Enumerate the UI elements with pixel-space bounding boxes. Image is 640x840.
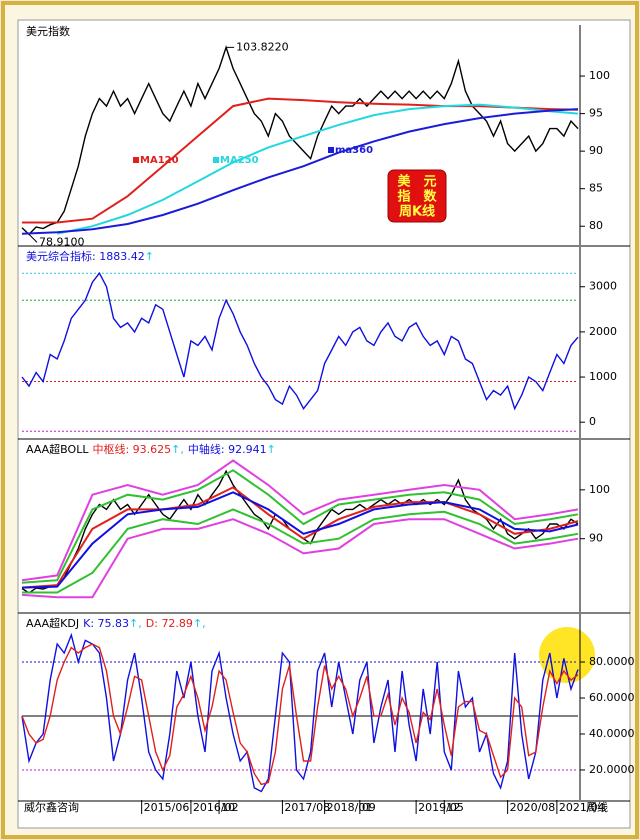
- legend-swatch: [133, 157, 139, 163]
- y-tick-label: 95: [589, 107, 603, 120]
- title-text: AAA超BOLL: [26, 442, 89, 456]
- watermark: 威尔鑫咨询: [24, 800, 79, 814]
- legend-label: MA250: [220, 155, 259, 166]
- y-tick-label: 40.0000: [589, 727, 635, 740]
- readout-arrow: ↑,: [193, 617, 206, 630]
- readout-arrow: ↑,: [129, 617, 142, 630]
- y-tick-label: 85: [589, 182, 603, 195]
- readout: D: 72.89: [146, 617, 193, 630]
- readout-arrow: ↑: [267, 443, 276, 456]
- series-line: [21, 491, 579, 589]
- y-tick-label: 80: [589, 219, 603, 232]
- x-tick-label: 2021/04: [559, 801, 605, 814]
- series-line: [21, 271, 579, 411]
- x-tick-label: 2020/08: [510, 801, 556, 814]
- period-label: 周线: [586, 800, 608, 814]
- x-tick-label: 2019/05: [418, 801, 464, 814]
- legend-label: MA120: [140, 155, 179, 166]
- series-line: [56, 103, 579, 235]
- x-tick-label: 2015/06: [144, 801, 190, 814]
- series-line: [21, 108, 579, 235]
- chart-title: 美元指数: [26, 24, 70, 38]
- x-tick-label: 09: [362, 801, 376, 814]
- x-tick-label: 2018/01: [327, 801, 373, 814]
- series-line: [21, 632, 579, 793]
- series-line: [21, 469, 579, 584]
- title-text: 美元综合指标: 1883.42: [26, 249, 145, 263]
- plot-background: [17, 19, 631, 829]
- title-arrow: ↑: [145, 250, 154, 263]
- annotation: 103.8220: [236, 40, 288, 53]
- series-line: [21, 643, 579, 786]
- legend-swatch: [213, 157, 219, 163]
- y-tick-label: 100: [589, 483, 610, 496]
- y-tick-label: 60.0000: [589, 691, 635, 704]
- y-tick-label: 20.0000: [589, 763, 635, 776]
- legend-swatch: [328, 147, 334, 153]
- readout: 中轴线: 92.941: [188, 442, 267, 456]
- x-tick-label: 12: [446, 801, 460, 814]
- y-tick-label: 90: [589, 144, 603, 157]
- stamp-line: 美 元: [397, 174, 436, 190]
- series-line: [21, 486, 579, 589]
- series-line: [21, 518, 579, 599]
- panel-title: AAA超KDJ K: 75.83↑, D: 72.89↑,: [26, 616, 206, 630]
- legend-label: ma360: [335, 145, 373, 156]
- annotation-leader: [28, 234, 38, 243]
- series-line: [21, 459, 579, 582]
- y-tick-label: 0: [589, 415, 596, 428]
- y-tick-label: 90: [589, 532, 603, 545]
- panel-title: AAA超BOLL 中枢线: 93.625↑, 中轴线: 92.941↑: [26, 442, 276, 456]
- stamp: [387, 169, 447, 223]
- y-tick-label: 2000: [589, 325, 617, 338]
- readout-arrow: ↑,: [171, 443, 184, 456]
- y-tick-label: 1000: [589, 370, 617, 383]
- stamp-line: 指 数: [397, 189, 437, 205]
- readout: 中枢线: 93.625: [92, 442, 171, 456]
- panel-title: 美元综合指标: 1883.42↑: [26, 249, 154, 263]
- x-tick-label: 10: [221, 801, 235, 814]
- x-tick-label: 2016/02: [193, 801, 239, 814]
- series-line: [21, 45, 579, 236]
- y-tick-label: 100: [589, 69, 610, 82]
- series-line: [22, 508, 579, 594]
- y-tick-label: 80.0000: [589, 655, 635, 668]
- stamp-line: 周K线: [399, 204, 435, 220]
- readout: K: 75.83: [83, 617, 129, 630]
- title-text: AAA超KDJ: [26, 616, 79, 630]
- x-tick-label: 2017/08: [284, 801, 330, 814]
- y-tick-label: 3000: [589, 280, 617, 293]
- annotation: 78.9100: [39, 235, 85, 248]
